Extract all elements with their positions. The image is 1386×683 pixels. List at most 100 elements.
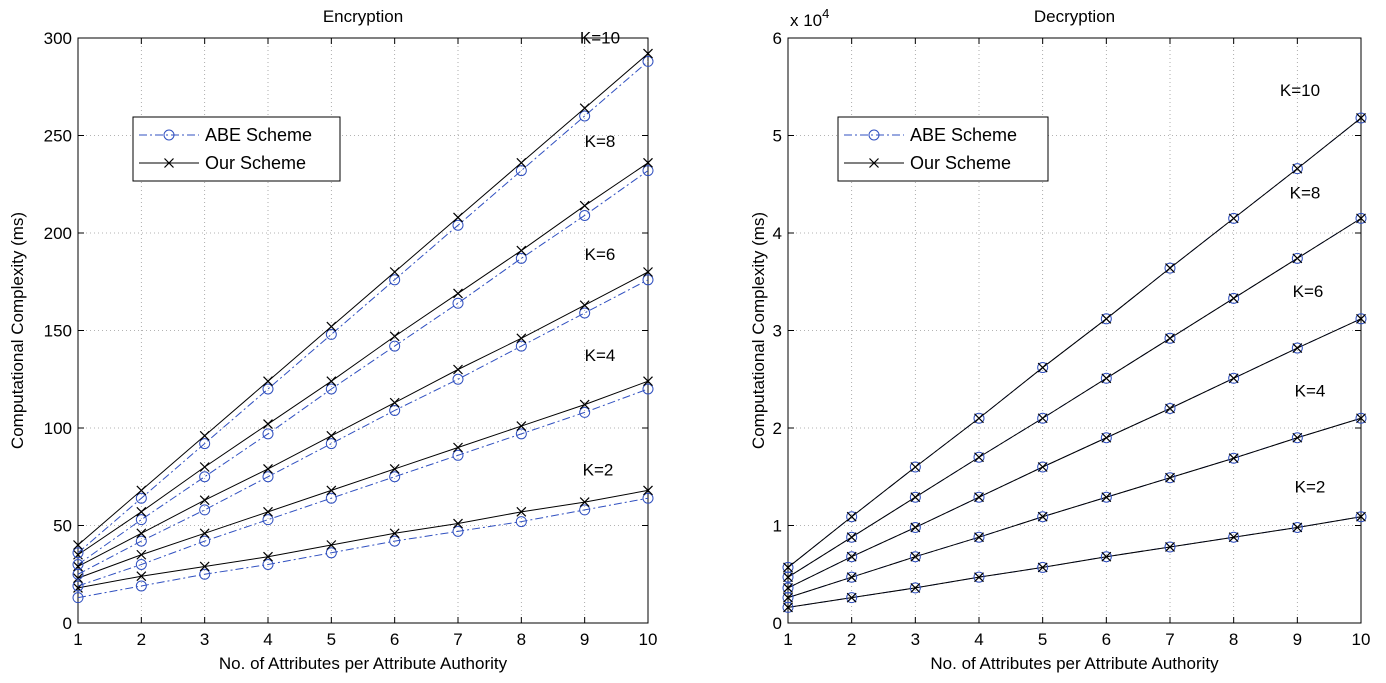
marker-stroke xyxy=(1037,562,1048,573)
marker-stroke xyxy=(389,464,400,474)
marker-stroke xyxy=(1165,403,1175,414)
data-point-abe xyxy=(135,492,147,504)
data-point-abe xyxy=(389,471,401,483)
data-point-abe xyxy=(579,209,591,221)
chart-title: Encryption xyxy=(323,7,403,26)
data-point-abe xyxy=(515,428,527,440)
x-tick-label: 2 xyxy=(137,630,146,649)
data-point-abe xyxy=(1037,511,1049,523)
y-tick-label: 0 xyxy=(773,614,782,633)
series-line-abe-k2 xyxy=(77,497,649,599)
marker-stroke xyxy=(1165,263,1175,274)
marker-stroke xyxy=(579,103,590,114)
data-point-ours xyxy=(1356,213,1366,224)
data-point-abe xyxy=(452,297,464,309)
x-tick-label: 3 xyxy=(911,630,920,649)
marker-stroke xyxy=(1356,413,1366,424)
x-tick-label: 8 xyxy=(517,630,526,649)
k-label-k4: K=4 xyxy=(585,346,616,365)
data-point-abe xyxy=(642,274,654,286)
marker-stroke xyxy=(579,399,590,410)
marker-stroke xyxy=(263,506,273,517)
marker-stroke xyxy=(1101,313,1112,324)
marker-stroke xyxy=(199,561,210,572)
data-point-abe xyxy=(846,551,858,563)
marker-stroke xyxy=(1228,532,1239,543)
data-point-abe xyxy=(452,449,464,461)
marker-stroke xyxy=(1228,373,1239,384)
data-point-ours xyxy=(1037,562,1048,573)
marker-stroke xyxy=(974,492,984,503)
marker-stroke xyxy=(974,413,984,424)
data-point-abe xyxy=(1164,262,1176,274)
marker-stroke xyxy=(846,532,857,543)
x-tick-label: 7 xyxy=(453,630,462,649)
data-point-ours xyxy=(579,399,590,410)
data-point-abe xyxy=(1164,403,1176,414)
data-point-abe xyxy=(1037,362,1049,374)
marker-stroke xyxy=(136,528,147,539)
data-point-abe xyxy=(1228,292,1240,304)
data-point-abe xyxy=(389,274,401,286)
data-point-abe xyxy=(909,461,921,473)
data-point-ours xyxy=(73,573,83,584)
data-point-ours xyxy=(643,267,653,277)
marker-stroke xyxy=(326,376,337,387)
data-point-ours xyxy=(643,485,653,496)
marker-stroke xyxy=(199,528,210,539)
marker-stroke xyxy=(846,551,857,562)
data-point-ours xyxy=(910,551,921,562)
legend-marker-abe xyxy=(868,129,880,141)
data-point-abe xyxy=(1100,372,1112,384)
k-label-k6: K=6 xyxy=(585,245,616,264)
data-point-ours xyxy=(1228,532,1239,543)
data-point-abe xyxy=(389,404,401,416)
legend: ABE Scheme Our Scheme xyxy=(837,116,1049,182)
data-point-ours xyxy=(1292,343,1303,353)
marker-stroke xyxy=(326,321,337,332)
series-line-ours-k8 xyxy=(787,217,1362,578)
data-point-abe xyxy=(846,592,858,604)
data-point-abe xyxy=(1100,551,1112,563)
data-point-ours xyxy=(389,331,400,342)
data-point-ours xyxy=(1165,263,1175,274)
data-point-abe xyxy=(846,531,858,543)
legend-label-abe: ABE Scheme xyxy=(910,125,1017,145)
marker-stroke xyxy=(783,562,793,573)
marker-stroke xyxy=(453,288,463,299)
data-point-ours xyxy=(974,532,984,543)
data-point-abe xyxy=(973,571,985,583)
data-point-ours xyxy=(1037,462,1048,472)
y-axis-label: Computational Complexity (ms) xyxy=(749,212,768,449)
data-point-abe xyxy=(909,551,921,563)
data-point-abe xyxy=(1291,432,1303,444)
data-point-ours xyxy=(643,157,653,168)
marker-stroke xyxy=(643,267,653,277)
marker-stroke xyxy=(199,462,210,472)
data-point-ours xyxy=(643,48,653,59)
k-label-k8: K=8 xyxy=(585,132,616,151)
data-point-abe xyxy=(909,582,921,594)
data-point-ours xyxy=(643,376,653,387)
marker-stroke xyxy=(643,157,653,168)
data-point-ours xyxy=(579,200,590,211)
chart-title: Decryption xyxy=(1034,7,1115,26)
exponent-power: 4 xyxy=(822,6,829,21)
x-axis-label: No. of Attributes per Attribute Authorit… xyxy=(219,654,508,673)
marker-stroke xyxy=(643,485,653,496)
marker-stroke xyxy=(974,532,984,543)
chart-panel-encryption: 1 2 3 4 5 6 7 8 9 10050100150200250300EncryptionN… xyxy=(8,7,657,673)
marker-stroke xyxy=(1165,472,1175,483)
marker-stroke xyxy=(1165,542,1175,552)
data-point-abe xyxy=(1355,511,1367,523)
data-point-abe xyxy=(782,561,794,573)
data-point-abe xyxy=(1228,531,1240,543)
data-point-ours xyxy=(783,582,793,593)
data-point-ours xyxy=(846,551,857,562)
data-point-ours xyxy=(1101,432,1112,443)
series-line-ours-k10 xyxy=(77,53,649,546)
data-point-abe xyxy=(909,521,921,533)
marker-stroke xyxy=(453,364,463,375)
data-point-abe xyxy=(1291,521,1303,533)
